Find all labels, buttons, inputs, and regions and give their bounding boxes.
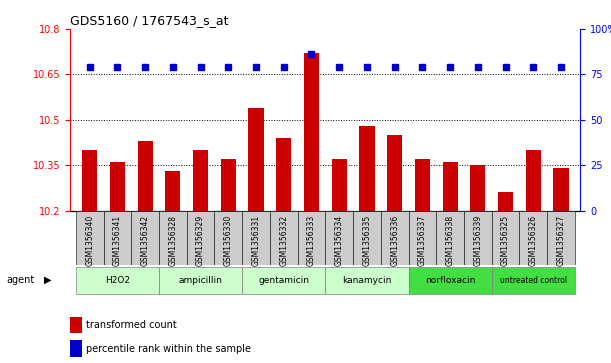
FancyBboxPatch shape: [242, 211, 270, 265]
Bar: [332, 159, 347, 211]
FancyBboxPatch shape: [187, 211, 214, 265]
Bar: [415, 159, 430, 211]
Text: ▶: ▶: [44, 275, 51, 285]
Bar: [276, 138, 291, 211]
FancyBboxPatch shape: [325, 211, 353, 265]
FancyBboxPatch shape: [76, 266, 159, 294]
Bar: [359, 126, 375, 211]
Text: H2O2: H2O2: [105, 276, 130, 285]
Text: GSM1356329: GSM1356329: [196, 215, 205, 266]
FancyBboxPatch shape: [298, 211, 325, 265]
Bar: [387, 135, 402, 211]
FancyBboxPatch shape: [381, 211, 409, 265]
FancyBboxPatch shape: [270, 211, 298, 265]
Text: norfloxacin: norfloxacin: [425, 276, 475, 285]
Text: GSM1356325: GSM1356325: [501, 215, 510, 266]
Bar: [249, 108, 264, 211]
Text: GSM1356338: GSM1356338: [445, 215, 455, 266]
FancyBboxPatch shape: [214, 211, 242, 265]
Text: GSM1356335: GSM1356335: [362, 215, 371, 266]
FancyBboxPatch shape: [159, 211, 187, 265]
FancyBboxPatch shape: [492, 211, 519, 265]
Text: GSM1356330: GSM1356330: [224, 215, 233, 266]
Bar: [110, 162, 125, 211]
Text: GSM1356326: GSM1356326: [529, 215, 538, 266]
FancyBboxPatch shape: [242, 266, 325, 294]
Text: GSM1356337: GSM1356337: [418, 215, 427, 266]
Text: GSM1356331: GSM1356331: [252, 215, 260, 266]
Bar: [304, 53, 319, 211]
Text: GSM1356342: GSM1356342: [141, 215, 150, 266]
Text: GSM1356332: GSM1356332: [279, 215, 288, 266]
Text: percentile rank within the sample: percentile rank within the sample: [86, 344, 251, 354]
Bar: [165, 171, 180, 211]
FancyBboxPatch shape: [325, 266, 409, 294]
Bar: [470, 165, 486, 211]
Text: GSM1356336: GSM1356336: [390, 215, 399, 266]
Text: agent: agent: [6, 275, 34, 285]
Bar: [221, 159, 236, 211]
Bar: [70, 317, 81, 333]
Bar: [442, 162, 458, 211]
FancyBboxPatch shape: [409, 266, 492, 294]
Text: GSM1356328: GSM1356328: [169, 215, 177, 266]
FancyBboxPatch shape: [409, 211, 436, 265]
Text: GDS5160 / 1767543_s_at: GDS5160 / 1767543_s_at: [70, 15, 229, 28]
Text: GSM1356333: GSM1356333: [307, 215, 316, 266]
Text: GSM1356340: GSM1356340: [85, 215, 94, 266]
Bar: [137, 141, 153, 211]
Bar: [525, 150, 541, 211]
Text: GSM1356341: GSM1356341: [113, 215, 122, 266]
FancyBboxPatch shape: [159, 266, 242, 294]
Text: ampicillin: ampicillin: [178, 276, 222, 285]
Text: gentamicin: gentamicin: [258, 276, 309, 285]
Text: GSM1356334: GSM1356334: [335, 215, 344, 266]
Bar: [554, 168, 569, 211]
Bar: [193, 150, 208, 211]
Text: untreated control: untreated control: [500, 276, 567, 285]
FancyBboxPatch shape: [76, 211, 103, 265]
FancyBboxPatch shape: [492, 266, 575, 294]
Text: transformed count: transformed count: [86, 321, 177, 330]
FancyBboxPatch shape: [353, 211, 381, 265]
Bar: [70, 340, 81, 357]
FancyBboxPatch shape: [519, 211, 547, 265]
FancyBboxPatch shape: [547, 211, 575, 265]
FancyBboxPatch shape: [436, 211, 464, 265]
Text: GSM1356339: GSM1356339: [474, 215, 482, 266]
Text: GSM1356327: GSM1356327: [557, 215, 566, 266]
FancyBboxPatch shape: [103, 211, 131, 265]
FancyBboxPatch shape: [131, 211, 159, 265]
Bar: [498, 192, 513, 211]
FancyBboxPatch shape: [464, 211, 492, 265]
Bar: [82, 150, 97, 211]
Text: kanamycin: kanamycin: [342, 276, 392, 285]
